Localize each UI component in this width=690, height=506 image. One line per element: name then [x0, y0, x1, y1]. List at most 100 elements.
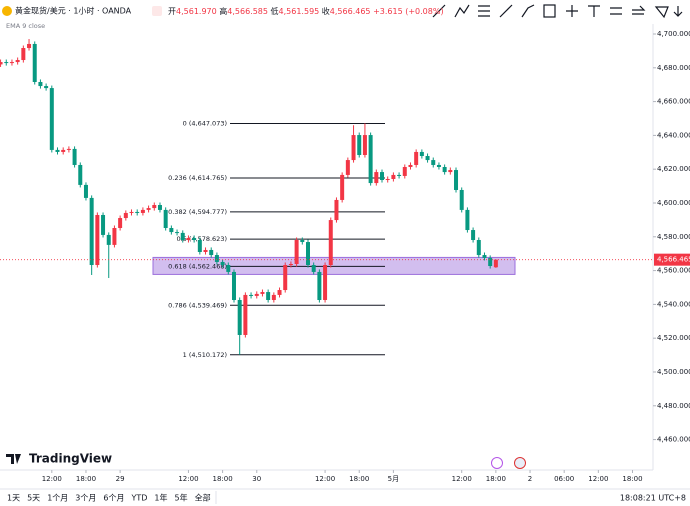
candle-body	[49, 88, 54, 150]
tool-more[interactable]	[632, 5, 646, 15]
candle-body	[397, 174, 402, 176]
ohlc-change: +3.615 (+0.08%)	[373, 7, 444, 16]
ohlc-value: 4,561.970	[176, 7, 217, 16]
candle-body	[334, 199, 339, 221]
candle-body	[317, 271, 322, 300]
candle-body	[294, 240, 299, 264]
range-button[interactable]: 3个月	[75, 494, 96, 503]
toolbar-icons	[432, 4, 683, 19]
symbol-icon	[2, 6, 12, 16]
x-tick-label: 5月	[388, 475, 399, 483]
candle-body	[380, 172, 385, 181]
tool-line[interactable]	[432, 4, 446, 18]
range-button[interactable]: 1年	[154, 493, 167, 503]
candle-body	[175, 232, 180, 234]
candle-body	[323, 265, 328, 300]
tool-annot[interactable]	[610, 7, 622, 15]
plot-area: 4,700.000 4,680.000 4,660.000 4,640.000 4,62…	[0, 0, 690, 483]
range-button[interactable]: 1天	[7, 494, 20, 503]
candle-body	[21, 48, 26, 61]
candle-body	[106, 234, 111, 245]
tool-brush[interactable]	[521, 4, 535, 18]
candle-body	[146, 208, 151, 210]
y-tick-label: 4,700.000	[657, 30, 690, 38]
y-tick-label: 4,600.000	[657, 199, 690, 207]
brand-logo	[6, 454, 21, 464]
x-tick-label: 12:00	[588, 475, 608, 483]
candle-body	[277, 290, 282, 295]
candle-body	[61, 149, 66, 152]
candle-body	[180, 232, 185, 241]
x-tick-label: 12:00	[42, 475, 62, 483]
y-tick-label: 4,480.000	[657, 402, 690, 410]
symbol-name: 黄金现货/美元 · 1小时 · OANDA	[15, 6, 132, 16]
range-button[interactable]: 5天	[27, 494, 40, 503]
fib-label: 0.236 (4,614.765)	[168, 174, 227, 182]
candle-body	[425, 156, 430, 161]
candle-body	[231, 271, 236, 300]
candle-body	[482, 255, 487, 258]
candle-body	[55, 149, 60, 152]
tool-path[interactable]	[454, 4, 470, 18]
candle-body	[44, 86, 49, 89]
x-tick-label: 12:00	[178, 475, 198, 483]
candle-body	[345, 160, 350, 175]
fib-label: 0 (4,647.073)	[183, 119, 227, 127]
candle-body	[135, 211, 140, 213]
candle-body	[4, 62, 9, 64]
candle-body	[488, 257, 493, 267]
range-button[interactable]: YTD	[130, 494, 147, 503]
candle-body	[72, 148, 77, 165]
candle-body	[226, 265, 231, 272]
candle-body	[351, 135, 356, 161]
tool-ray[interactable]	[499, 4, 513, 18]
candle-body	[163, 209, 168, 229]
range-button[interactable]: 5年	[175, 493, 188, 503]
y-tick-label: 4,560.000	[657, 267, 690, 275]
candle-body	[192, 237, 197, 241]
ohlc-value: 4,566.465	[330, 7, 371, 16]
candle-body	[493, 259, 498, 268]
tool-text[interactable]	[588, 5, 600, 17]
range-button[interactable]: 全部	[195, 493, 211, 503]
candle-body	[471, 230, 476, 241]
candle-body	[305, 242, 310, 266]
candle-body	[300, 240, 305, 243]
candle-body	[266, 292, 271, 300]
y-tick-label: 4,640.000	[657, 131, 690, 139]
candle-body	[254, 293, 259, 296]
candle-body	[101, 214, 106, 235]
candle-body	[260, 292, 265, 294]
candle-body	[129, 211, 134, 213]
tool-fib[interactable]	[478, 5, 490, 17]
y-tick-label: 4,540.000	[657, 300, 690, 308]
event-icon[interactable]	[491, 457, 503, 469]
last-price-box	[654, 253, 690, 266]
candle-body	[112, 228, 117, 245]
ohlc-key: 低	[271, 6, 279, 16]
range-button[interactable]: 6个月	[103, 494, 124, 503]
candle-body	[402, 166, 407, 176]
candle-body	[311, 265, 316, 272]
candle-body	[95, 214, 100, 266]
x-tick-label: 06:00	[554, 475, 574, 483]
candle-body	[271, 294, 276, 300]
range-button[interactable]: 1个月	[47, 494, 68, 503]
tool-rect[interactable]	[543, 4, 556, 18]
candle-body	[385, 178, 390, 181]
country-icon[interactable]	[514, 457, 526, 469]
candle-body	[15, 60, 20, 63]
candle-body	[203, 249, 208, 252]
tool-scroll[interactable]	[673, 6, 683, 17]
candle-body	[476, 240, 481, 256]
candle-body	[431, 160, 436, 165]
candle-body	[362, 135, 367, 155]
tool-eraser[interactable]	[654, 6, 669, 19]
x-tick-label: 29	[116, 475, 125, 483]
ohlc-key: 收	[322, 6, 330, 16]
fib-label: 0.382 (4,594.777)	[168, 208, 227, 216]
tool-measure[interactable]	[566, 5, 578, 17]
y-tick-label: 4,520.000	[657, 334, 690, 342]
ohlc-value: 4,561.595	[279, 7, 320, 16]
